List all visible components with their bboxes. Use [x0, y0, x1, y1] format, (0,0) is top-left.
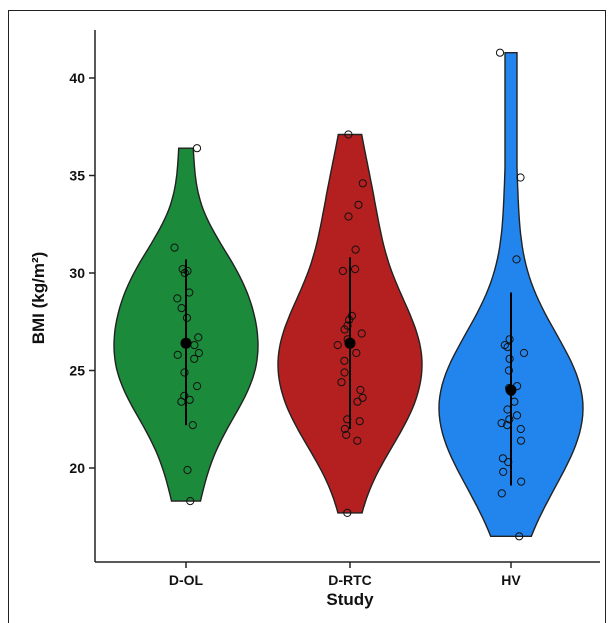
data-point	[504, 366, 513, 375]
mean-marker	[344, 337, 356, 349]
y-axis-title: BMI (kg/m²)	[29, 252, 48, 345]
x-tick-label: D-RTC	[328, 572, 372, 588]
data-point	[357, 329, 366, 338]
data-point	[353, 397, 362, 406]
y-tick-label: 20	[69, 460, 85, 476]
data-point	[343, 508, 352, 518]
data-point	[519, 348, 529, 358]
y-ticks: 20 25 30 35 40	[69, 70, 95, 476]
data-point	[505, 335, 514, 344]
data-point	[353, 436, 362, 445]
data-point	[512, 255, 521, 264]
data-point	[186, 497, 195, 506]
mean-marker	[180, 337, 192, 349]
mean-marker	[505, 384, 517, 396]
data-point	[183, 465, 192, 475]
data-point	[333, 341, 342, 350]
data-point	[499, 467, 508, 476]
data-point	[194, 348, 203, 358]
data-point	[194, 333, 203, 342]
data-point	[498, 454, 507, 463]
data-point	[180, 268, 189, 278]
data-point	[516, 424, 525, 434]
data-point	[516, 436, 526, 445]
data-point	[515, 532, 524, 541]
x-tick-label: D-OL	[169, 572, 204, 588]
data-point	[337, 378, 346, 387]
data-point	[512, 411, 522, 420]
chart-frame	[8, 10, 606, 623]
x-axis-title: Study	[326, 590, 374, 609]
data-point	[351, 265, 360, 274]
violins	[113, 52, 584, 537]
data-point	[497, 489, 506, 498]
data-point	[351, 245, 360, 254]
data-point	[340, 368, 349, 377]
data-point	[355, 417, 364, 426]
axes	[94, 30, 600, 563]
data-point	[344, 212, 353, 221]
y-tick-label: 40	[69, 70, 85, 86]
x-ticks: D-OL D-RTC HV	[169, 562, 521, 588]
data-point	[495, 48, 505, 57]
data-point	[517, 477, 526, 486]
data-point	[505, 415, 514, 424]
y-tick-label: 30	[69, 265, 85, 281]
data-point	[358, 393, 367, 402]
y-tick-label: 35	[69, 168, 85, 184]
data-point	[356, 385, 365, 395]
data-point	[354, 200, 363, 209]
data-point	[177, 397, 186, 406]
data-point	[342, 430, 351, 439]
data-point	[352, 348, 361, 358]
data-point	[183, 266, 192, 276]
data-point	[500, 341, 509, 350]
data-point	[340, 424, 349, 434]
data-points	[170, 48, 529, 541]
data-point	[358, 179, 367, 188]
data-point	[170, 243, 179, 252]
summary-markers	[180, 257, 517, 486]
data-point	[516, 173, 525, 182]
data-point	[188, 421, 197, 430]
data-point	[192, 144, 202, 153]
data-point	[497, 419, 506, 428]
x-tick-label: HV	[501, 572, 521, 588]
data-point	[173, 294, 182, 303]
data-point	[338, 266, 347, 276]
data-point	[190, 354, 199, 363]
data-point	[173, 350, 182, 359]
data-point	[340, 356, 349, 365]
y-tick-label: 25	[69, 363, 85, 379]
data-point	[340, 325, 349, 334]
data-point	[344, 130, 353, 139]
data-point	[193, 382, 202, 391]
data-point	[180, 368, 189, 377]
data-point	[505, 354, 514, 363]
